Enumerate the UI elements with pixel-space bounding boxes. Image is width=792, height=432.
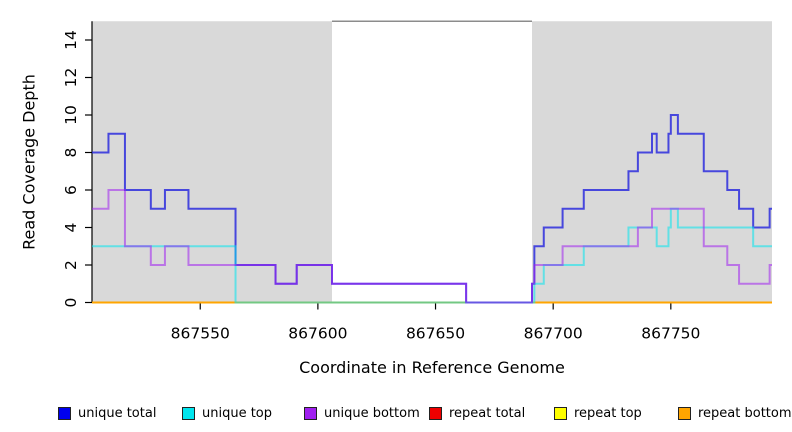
y-tick-label: 14 — [62, 30, 80, 50]
y-tick-label: 12 — [62, 68, 80, 88]
x-tick-label: 867650 — [406, 325, 465, 343]
legend-item-unique-total: unique total — [58, 406, 156, 421]
repeat-top-swatch-icon — [554, 407, 567, 420]
x-tick-label: 867600 — [288, 325, 347, 343]
legend-label: unique total — [78, 406, 157, 421]
y-tick-label: 6 — [62, 185, 80, 195]
repeat-bottom-swatch-icon — [678, 407, 691, 420]
legend-item-repeat-top: repeat top — [554, 406, 642, 421]
x-tick-label: 867750 — [641, 325, 700, 343]
y-tick-label: 8 — [62, 148, 80, 158]
legend-label: repeat bottom — [698, 406, 792, 421]
unique-bottom-swatch-icon — [304, 407, 317, 420]
legend-item-unique-top: unique top — [182, 406, 272, 421]
y-tick-label: 2 — [62, 260, 80, 270]
y-tick-label: 0 — [62, 298, 80, 308]
legend-item-repeat-total: repeat total — [429, 406, 525, 421]
x-tick-label: 867550 — [171, 325, 230, 343]
series-lines — [92, 114, 772, 304]
shaded-band — [532, 21, 772, 303]
y-axis-ticks: 0 2 4 6 8 10 12 14 — [62, 30, 92, 307]
legend-label: unique top — [202, 406, 273, 421]
x-axis-title: Coordinate in Reference Genome — [299, 358, 565, 377]
shaded-band — [92, 21, 332, 303]
series-unique-total — [92, 114, 772, 304]
legend-label: repeat total — [449, 406, 526, 421]
legend-label: repeat top — [574, 406, 642, 421]
x-axis-ticks: 867550 867600 867650 867700 867750 — [171, 302, 700, 343]
unique-total-swatch-icon — [58, 407, 71, 420]
unique-top-swatch-icon — [182, 407, 195, 420]
y-axis-title: Read Coverage Depth — [19, 74, 39, 250]
y-tick-label: 10 — [62, 105, 80, 125]
repeat-total-swatch-icon — [429, 407, 442, 420]
y-tick-label: 4 — [62, 223, 80, 233]
legend-label: unique bottom — [324, 406, 420, 421]
shaded-bands — [92, 21, 772, 303]
series-unique-bottom — [92, 189, 772, 304]
legend-item-repeat-bottom: repeat bottom — [678, 406, 792, 421]
legend-item-unique-bottom: unique bottom — [304, 406, 420, 421]
x-tick-label: 867700 — [524, 325, 583, 343]
